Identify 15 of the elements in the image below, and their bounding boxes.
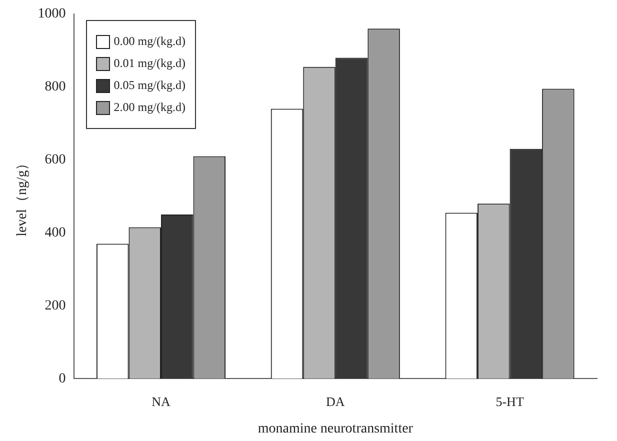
x-tick-label: DA <box>326 394 346 409</box>
y-tick-label: 600 <box>44 152 66 168</box>
y-tick-label: 0 <box>58 371 66 386</box>
x-tick-label: 5-HT <box>496 394 524 409</box>
y-tick-label: 1000 <box>38 6 66 22</box>
legend-label: 0.05 mg/(kg.d) <box>114 78 186 93</box>
legend-label: 0.00 mg/(kg.d) <box>114 34 186 49</box>
legend-label: 2.00 mg/(kg.d) <box>114 100 186 115</box>
legend-label: 0.01 mg/(kg.d) <box>114 56 186 71</box>
y-tick-label: 200 <box>44 298 66 314</box>
y-axis-title: level（ng/g） <box>15 156 30 236</box>
y-tick-label: 800 <box>44 80 66 95</box>
x-axis-title: monamine neurotransmitter <box>258 421 414 436</box>
x-tick-label: NA <box>152 394 171 409</box>
y-tick-label: 400 <box>44 225 66 240</box>
